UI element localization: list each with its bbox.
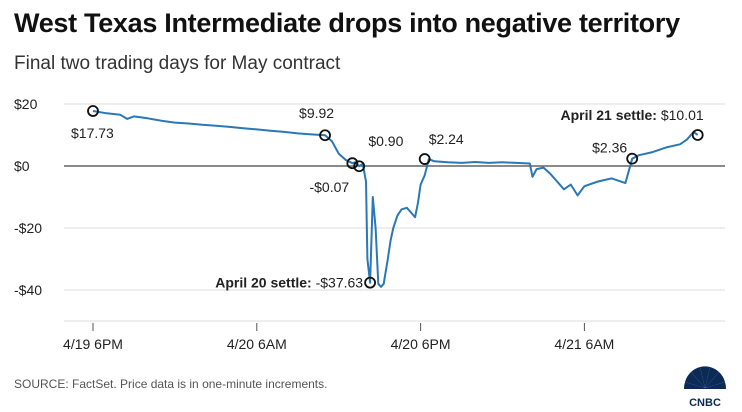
- marker-label-value: $9.92: [299, 105, 334, 121]
- marker-label-value: $2.36: [592, 140, 627, 156]
- y-tick-label: $20: [14, 96, 38, 112]
- data-marker: [353, 160, 366, 173]
- marker-label: $9.92: [299, 105, 334, 121]
- grid-layer: [64, 103, 725, 322]
- marker-layer: $17.73 $9.92 $0.90 -$0.07 April 20 settle: -…: [71, 105, 704, 291]
- y-tick-label: $0: [14, 158, 30, 174]
- marker-label-value: -$37.63: [316, 275, 364, 291]
- x-tick-label: 4/19 6PM: [63, 336, 123, 352]
- marker-label: April 20 settle: -$37.63: [215, 275, 363, 291]
- marker-label: $0.90: [368, 133, 403, 149]
- marker-label: April 21 settle: $10.01: [560, 107, 703, 123]
- y-tick-label: -$40: [14, 282, 42, 298]
- data-marker: [691, 129, 704, 141]
- chart-title: West Texas Intermediate drops into negat…: [14, 8, 680, 38]
- marker-label: $2.24: [429, 131, 464, 147]
- marker-label-bold: April 20 settle:: [215, 275, 315, 291]
- data-marker: [87, 105, 99, 117]
- data-marker: [346, 157, 359, 170]
- marker-label-bold: April 21 settle:: [560, 107, 660, 123]
- marker-label: $17.73: [71, 125, 114, 141]
- marker-label-value: $0.90: [368, 133, 403, 149]
- cnbc-logo: CNBC: [683, 366, 727, 408]
- marker-label-value: $17.73: [71, 125, 114, 141]
- chart-subtitle: Final two trading days for May contract: [14, 53, 341, 74]
- source-note: SOURCE: FactSet. Price data is in one-mi…: [14, 377, 328, 391]
- x-axis: 4/19 6PM 4/20 6AM 4/20 6PM 4/21 6AM: [63, 323, 614, 352]
- marker-label-value: $2.24: [429, 131, 464, 147]
- x-tick-label: 4/21 6AM: [554, 336, 614, 352]
- y-axis: $20 $0 -$20 -$40: [14, 96, 42, 298]
- y-tick-label: -$20: [14, 220, 42, 236]
- data-marker: [626, 152, 639, 165]
- series-layer: [92, 110, 699, 288]
- marker-label: $2.36: [592, 140, 627, 156]
- data-marker: [364, 276, 376, 289]
- x-tick-label: 4/20 6PM: [391, 336, 451, 352]
- logo-text: CNBC: [689, 397, 721, 408]
- marker-label-value: $10.01: [661, 107, 704, 123]
- marker-label: -$0.07: [309, 179, 349, 195]
- data-marker: [319, 129, 331, 142]
- series-line-0: [92, 110, 699, 288]
- data-marker: [418, 153, 431, 165]
- x-tick-label: 4/20 6AM: [227, 336, 287, 352]
- marker-label-value: -$0.07: [309, 179, 349, 195]
